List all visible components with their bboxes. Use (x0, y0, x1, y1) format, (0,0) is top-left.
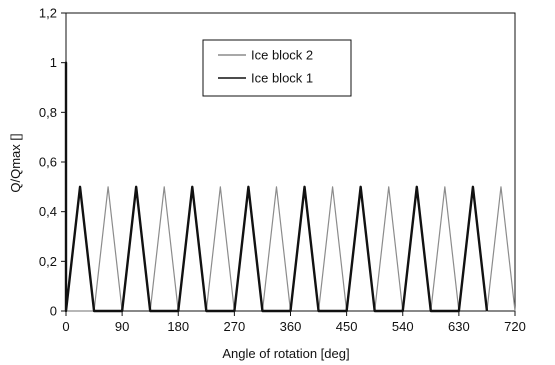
x-tick-label: 540 (392, 319, 414, 334)
y-tick-label: 1,2 (39, 6, 57, 21)
series-group (64, 61, 516, 313)
y-tick-label: 0 (50, 304, 57, 319)
legend-box (202, 39, 352, 97)
legend-label-ice-block-2: Ice block 2 (251, 48, 313, 63)
x-tick-label: 720 (504, 319, 526, 334)
y-tick-label: 0,6 (39, 155, 57, 170)
x-tick-label: 0 (62, 319, 69, 334)
x-tick-label: 270 (224, 319, 246, 334)
y-axis-label: Q/Qmax [] (8, 133, 23, 192)
y-tick-label: 0,8 (39, 105, 57, 120)
series-line-ice-block-1 (64, 61, 489, 313)
legend: Ice block 2 Ice block 1 (202, 39, 352, 97)
x-tick-label: 90 (115, 319, 129, 334)
x-tick-label: 450 (336, 319, 358, 334)
y-tick-label: 0,4 (39, 204, 57, 219)
x-tick-label: 360 (280, 319, 302, 334)
y-tick-label: 0,2 (39, 254, 57, 269)
legend-label-ice-block-1: Ice block 1 (251, 71, 313, 86)
x-axis-label: Angle of rotation [deg] (222, 346, 349, 361)
y-tick-label: 1 (50, 55, 57, 70)
x-tick-label: 180 (167, 319, 189, 334)
x-tick-label: 630 (448, 319, 470, 334)
